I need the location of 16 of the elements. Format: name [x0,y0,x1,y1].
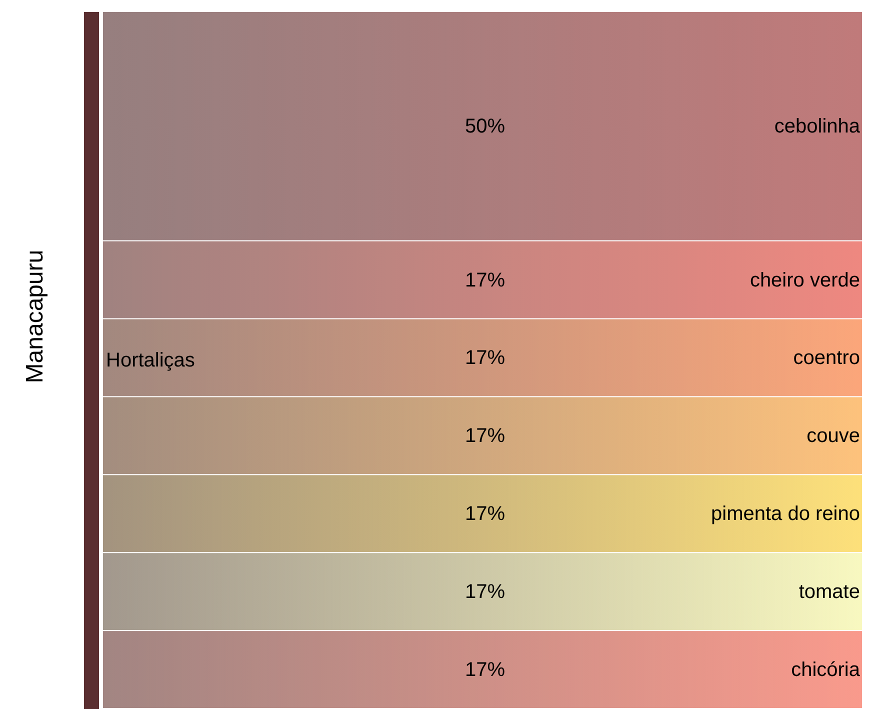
data-label: 17% [464,659,506,682]
text: Hortaliças [106,350,195,372]
category-label: cheiro verde [750,269,860,292]
data-label: 50% [464,116,506,138]
category-label: chicória [791,659,861,682]
category-label: couve [806,425,860,448]
category-label: tomate [798,581,860,604]
data-label: 17% [464,425,506,448]
category-label: cebolinha [774,116,861,138]
category-label: pimenta do reino [711,503,860,526]
data-label: 17% [464,503,506,526]
data-label: 17% [464,269,506,292]
text: Manacapuru [22,250,48,384]
data-label: 17% [464,581,506,604]
category-label: coentro [793,347,860,370]
data-label: 17% [464,347,506,370]
